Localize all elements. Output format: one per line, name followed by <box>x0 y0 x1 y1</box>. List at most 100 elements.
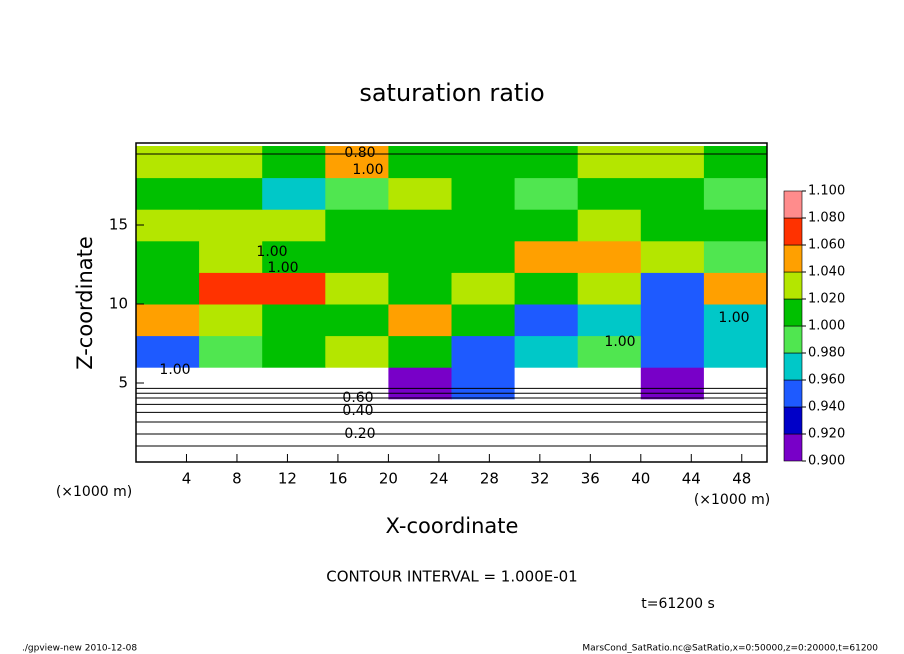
heatmap-cell <box>577 177 642 210</box>
heatmap-cell <box>199 272 263 305</box>
colorbar-bin <box>783 190 803 219</box>
colorbar-label: 1.000 <box>808 319 845 334</box>
heatmap-cell <box>199 304 263 337</box>
heatmap-cell <box>703 240 768 273</box>
heatmap-cell <box>199 335 263 368</box>
heatmap-cell <box>136 240 200 273</box>
x-tick-label: 24 <box>429 470 448 488</box>
colorbar-label: 0.960 <box>808 373 845 388</box>
x-tick-label: 44 <box>682 470 701 488</box>
heatmap-cell <box>703 272 768 305</box>
x-tick-label: 36 <box>581 470 600 488</box>
heatmap-cell <box>199 367 263 400</box>
heatmap-cell <box>577 209 642 242</box>
heatmap-cell <box>703 335 768 368</box>
heatmap-cell <box>136 304 200 337</box>
heatmap-cell <box>640 304 705 337</box>
heatmap-cell <box>451 398 516 431</box>
colorbar-bin <box>783 298 803 327</box>
heatmap-cell <box>514 146 579 179</box>
colorbar-label: 1.100 <box>808 184 845 199</box>
x-tick-label: 48 <box>732 470 751 488</box>
colorbar-label: 1.080 <box>808 211 845 226</box>
heatmap-cell <box>262 398 326 431</box>
contour-label: 1.00 <box>352 162 383 178</box>
y-tick-label: 5 <box>118 374 128 392</box>
heatmap-cell <box>640 272 705 305</box>
heatmap-cell <box>262 304 326 337</box>
heatmap-cell <box>388 367 452 400</box>
contour-label: 0.80 <box>344 145 375 161</box>
contour-label: 0.40 <box>342 403 373 419</box>
heatmap-cell <box>577 335 642 368</box>
footer-right: MarsCond_SatRatio.nc@SatRatio,x=0:50000,… <box>582 644 878 654</box>
heatmap-cell <box>262 177 326 210</box>
time-label: t=61200 s <box>641 596 715 612</box>
y-tick-label: 10 <box>109 295 128 313</box>
heatmap-cell <box>136 209 200 242</box>
x-tick-label: 16 <box>328 470 347 488</box>
heatmap-cell <box>199 240 263 273</box>
heatmap-cell <box>136 367 200 400</box>
contour-label: 1.00 <box>267 260 298 276</box>
heatmap-cell <box>640 177 705 210</box>
colorbar-bin <box>783 352 803 381</box>
colorbar-bin <box>783 406 803 435</box>
heatmap-cell <box>136 335 200 368</box>
heatmap-cell <box>703 177 768 210</box>
x-tick-label: 4 <box>182 470 192 488</box>
x-axis-label: X-coordinate <box>386 514 519 538</box>
heatmap-cell <box>514 335 579 368</box>
heatmap-cell <box>388 398 452 431</box>
heatmap-cell <box>325 304 389 337</box>
heatmap-cell <box>640 335 705 368</box>
heatmap-cell <box>388 335 452 368</box>
heatmap-cell <box>325 209 389 242</box>
contour-label: 1.00 <box>718 310 749 326</box>
colorbar-label: 0.900 <box>808 454 845 469</box>
heatmap-cell <box>703 146 768 179</box>
heatmap-cell <box>640 209 705 242</box>
heatmap-cell <box>262 367 326 400</box>
heatmap-cell <box>325 335 389 368</box>
heatmap-cell <box>703 304 768 337</box>
heatmap-cell <box>262 146 326 179</box>
contour-label: 1.00 <box>159 362 190 378</box>
heatmap-cell <box>325 240 389 273</box>
heatmap-cell <box>577 146 642 179</box>
heatmap-cell <box>514 304 579 337</box>
heatmap-cell <box>199 177 263 210</box>
colorbar-bin <box>783 244 803 273</box>
y-tick-label: 15 <box>109 216 128 234</box>
colorbar-bin <box>783 433 803 462</box>
colorbar-bin <box>783 217 803 246</box>
heatmap-cell <box>451 367 516 400</box>
heatmap-cell <box>640 398 705 431</box>
x-tick-label: 20 <box>379 470 398 488</box>
colorbar-label: 1.020 <box>808 292 845 307</box>
heatmap-cell <box>199 146 263 179</box>
plot-frame <box>135 142 768 463</box>
colorbar-label: 0.940 <box>808 400 845 415</box>
heatmap-cell <box>703 398 768 431</box>
heatmap-cell <box>703 209 768 242</box>
heatmap-cell <box>451 272 516 305</box>
heatmap-cell <box>451 304 516 337</box>
x-unit: (×1000 m) <box>694 492 770 508</box>
heatmap-cell <box>136 272 200 305</box>
x-tick-label: 40 <box>631 470 650 488</box>
heatmap-cell <box>451 146 516 179</box>
heatmap-cell <box>514 398 579 431</box>
heatmap-cell <box>325 146 389 179</box>
heatmap-cell <box>640 367 705 400</box>
heatmap-cell <box>703 367 768 400</box>
heatmap-cell <box>199 209 263 242</box>
heatmap-cell <box>325 272 389 305</box>
heatmap-cell <box>514 240 579 273</box>
contour-label: 0.60 <box>342 390 373 406</box>
heatmap-cell <box>325 177 389 210</box>
heatmap-cell <box>325 367 389 400</box>
colorbar-bin <box>783 271 803 300</box>
heatmap-cell <box>514 367 579 400</box>
contour-interval: CONTOUR INTERVAL = 1.000E-01 <box>326 568 577 586</box>
